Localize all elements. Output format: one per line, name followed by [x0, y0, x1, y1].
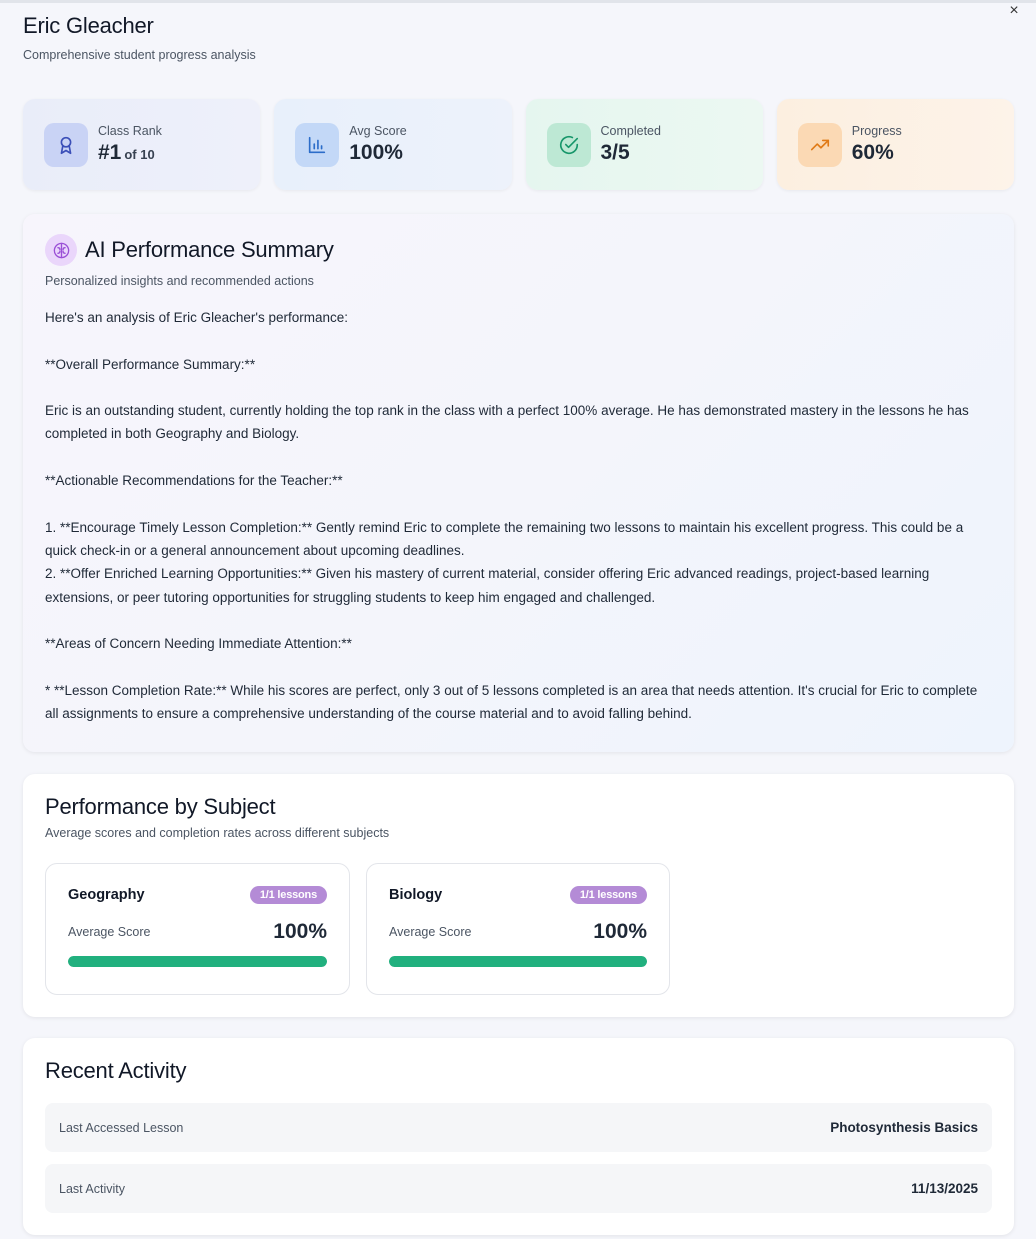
- summary-recommendation: 1. **Encourage Timely Lesson Completion:…: [45, 519, 964, 558]
- score-progress-bar: [68, 956, 327, 967]
- performance-by-subject-card: Performance by Subject Average scores an…: [23, 774, 1014, 1017]
- stat-value: 60%: [851, 141, 894, 164]
- stat-label: Avg Score: [349, 124, 407, 138]
- stat-card-avg-score: Avg Score 100%: [274, 99, 512, 190]
- activity-value: Photosynthesis Basics: [830, 1120, 978, 1135]
- ai-summary-subtitle: Personalized insights and recommended ac…: [45, 274, 314, 288]
- summary-paragraph: Here's an analysis of Eric Gleacher's pe…: [45, 310, 349, 325]
- student-name: Eric Gleacher: [23, 13, 154, 38]
- score-label: Average Score: [68, 925, 151, 939]
- stat-label: Progress: [851, 124, 902, 138]
- header-subtitle: Comprehensive student progress analysis: [23, 48, 256, 62]
- subject-name: Biology: [389, 887, 443, 903]
- stat-sub: of 10: [124, 147, 155, 162]
- modal-header: Eric Gleacher Comprehensive student prog…: [23, 13, 256, 62]
- summary-recommendation: 2. **Offer Enriched Learning Opportuniti…: [45, 566, 930, 605]
- score-progress-fill: [68, 956, 327, 967]
- recent-activity-card: Recent Activity Last Accessed Lesson Pho…: [23, 1038, 1014, 1235]
- summary-concern: * **Lesson Completion Rate:** While his …: [45, 682, 978, 722]
- check-circle-icon: [546, 122, 591, 167]
- close-icon[interactable]: ×: [1009, 2, 1019, 19]
- activity-label: Last Activity: [59, 1181, 125, 1196]
- stat-card-progress: Progress 60%: [776, 99, 1014, 190]
- subject-grid: Geography 1/1 lessons Average Score 100%…: [45, 863, 670, 995]
- activity-value: 11/13/2025: [911, 1181, 978, 1196]
- score-progress-fill: [389, 956, 647, 967]
- summary-heading: **Overall Performance Summary:**: [45, 356, 256, 372]
- summary-paragraph: Eric is an outstanding student, currentl…: [45, 403, 969, 442]
- stat-card-completed: Completed 3/5: [525, 99, 763, 190]
- activity-label: Last Accessed Lesson: [59, 1120, 184, 1135]
- ai-summary-title: AI Performance Summary: [85, 237, 334, 262]
- section-title: Recent Activity: [45, 1058, 187, 1083]
- bar-chart-icon: [295, 122, 340, 167]
- summary-heading: **Areas of Concern Needing Immediate Att…: [45, 636, 352, 652]
- trending-up-icon: [797, 122, 842, 167]
- subject-name: Geography: [68, 887, 145, 903]
- brain-icon: [45, 234, 77, 266]
- activity-row-last-activity: Last Activity 11/13/2025: [45, 1164, 992, 1213]
- stats-row: Class Rank #1 of 10 Avg Score 100%: [23, 99, 1014, 190]
- lessons-badge: 1/1 lessons: [249, 886, 327, 904]
- award-icon: [44, 122, 88, 167]
- activity-row-last-lesson: Last Accessed Lesson Photosynthesis Basi…: [45, 1103, 992, 1152]
- stat-value: #1: [98, 141, 122, 164]
- lessons-badge: 1/1 lessons: [569, 886, 647, 904]
- stat-value: 3/5: [600, 141, 630, 164]
- section-subtitle: Average scores and completion rates acro…: [45, 826, 390, 840]
- subject-card-biology: Biology 1/1 lessons Average Score 100%: [366, 863, 670, 995]
- subject-score: 100%: [273, 920, 327, 943]
- ai-summary-card: AI Performance Summary Personalized insi…: [23, 214, 1014, 752]
- ai-summary-body: Here's an analysis of Eric Gleacher's pe…: [45, 306, 992, 725]
- score-progress-bar: [389, 956, 647, 967]
- score-label: Average Score: [389, 925, 472, 939]
- section-title: Performance by Subject: [45, 794, 276, 819]
- stat-label: Class Rank: [98, 124, 162, 138]
- summary-heading: **Actionable Recommendations for the Tea…: [45, 473, 343, 489]
- stat-card-class-rank: Class Rank #1 of 10: [23, 99, 261, 190]
- subject-card-geography: Geography 1/1 lessons Average Score 100%: [45, 863, 350, 995]
- stat-label: Completed: [600, 124, 661, 138]
- stat-value: 100%: [349, 141, 403, 164]
- subject-score: 100%: [593, 920, 647, 943]
